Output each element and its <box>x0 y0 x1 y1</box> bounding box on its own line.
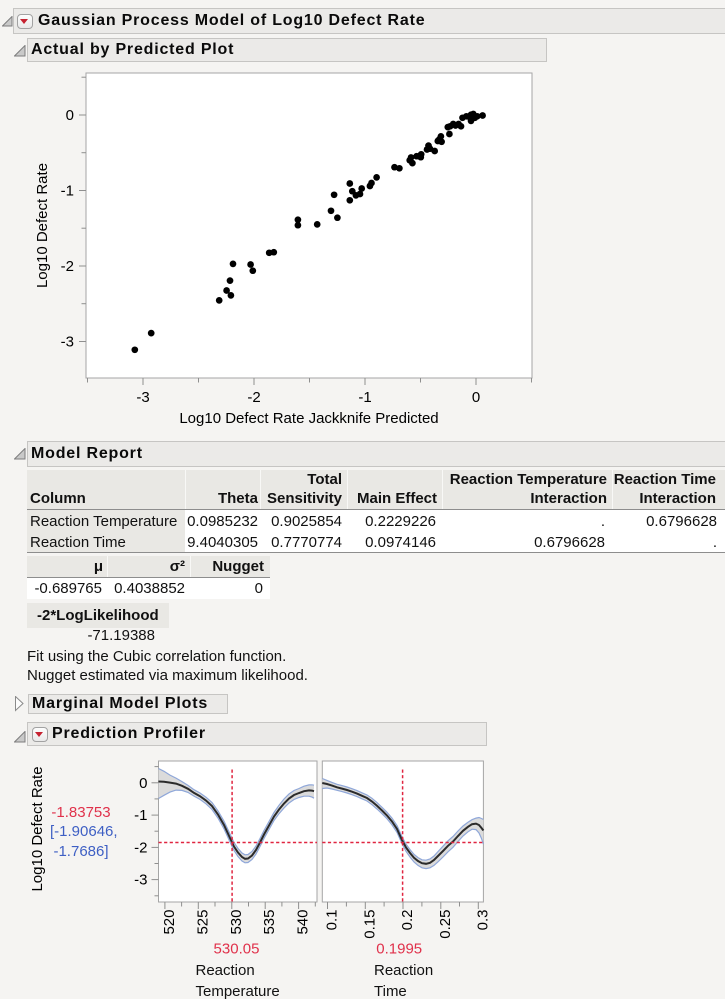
svg-text:520: 520 <box>161 910 178 935</box>
svg-text:-1: -1 <box>134 807 147 824</box>
svg-text:0: 0 <box>139 775 147 792</box>
svg-text:0.25: 0.25 <box>437 910 454 939</box>
svg-text:0: 0 <box>66 107 74 124</box>
svg-text:Log10 Defect Rate: Log10 Defect Rate <box>29 766 46 891</box>
svg-text:530: 530 <box>228 910 245 935</box>
svg-text:-2: -2 <box>61 258 74 275</box>
svg-text:0.2: 0.2 <box>399 910 416 931</box>
svg-text:530.05: 530.05 <box>214 941 260 958</box>
svg-text:Log10 Defect Rate: Log10 Defect Rate <box>34 163 51 288</box>
svg-text:-3: -3 <box>134 872 147 889</box>
svg-text:-1: -1 <box>358 389 371 406</box>
svg-text:-3: -3 <box>136 389 149 406</box>
svg-text:0.15: 0.15 <box>361 910 378 939</box>
svg-text:-3: -3 <box>61 334 74 351</box>
svg-text:-1: -1 <box>61 183 74 200</box>
svg-text:0.1995: 0.1995 <box>376 941 422 958</box>
svg-text:0.1: 0.1 <box>324 910 341 931</box>
svg-text:540: 540 <box>295 910 312 935</box>
svg-text:Log10 Defect Rate Jackknife Pr: Log10 Defect Rate Jackknife Predicted <box>179 410 438 427</box>
svg-text:0.3: 0.3 <box>474 910 491 931</box>
svg-text:-2: -2 <box>134 839 147 856</box>
svg-text:-2: -2 <box>247 389 260 406</box>
svg-text:535: 535 <box>261 910 278 935</box>
svg-text:0: 0 <box>472 389 480 406</box>
svg-text:525: 525 <box>194 910 211 935</box>
